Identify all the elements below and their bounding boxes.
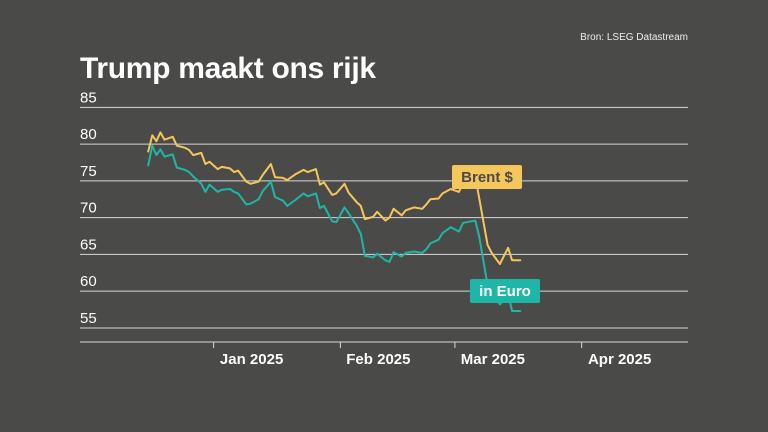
series-label-box-brent [452,165,522,189]
x-tick-label-0: Jan 2025 [220,351,283,368]
chart-title: Trump maakt ons rijk [80,52,376,85]
series-label-euro: in Euro [479,283,531,300]
series-line-euro [147,144,522,312]
y-tick-label-60: 60 [80,273,97,290]
x-tick-label-1: Feb 2025 [346,351,410,368]
y-tick-label-85: 85 [80,89,97,106]
series-label-box-euro [470,279,540,303]
y-tick-label-80: 80 [80,126,97,143]
series-label-brent: Brent $ [461,169,513,186]
series-line-brent [147,131,522,265]
x-tick-label-3: Apr 2025 [588,351,651,368]
y-tick-label-70: 70 [80,200,97,217]
y-tick-label-65: 65 [80,236,97,253]
source-note: Bron: LSEG Datastream [580,32,688,43]
y-tick-label-55: 55 [80,310,97,327]
x-tick-label-2: Mar 2025 [461,351,525,368]
y-tick-label-75: 75 [80,163,97,180]
